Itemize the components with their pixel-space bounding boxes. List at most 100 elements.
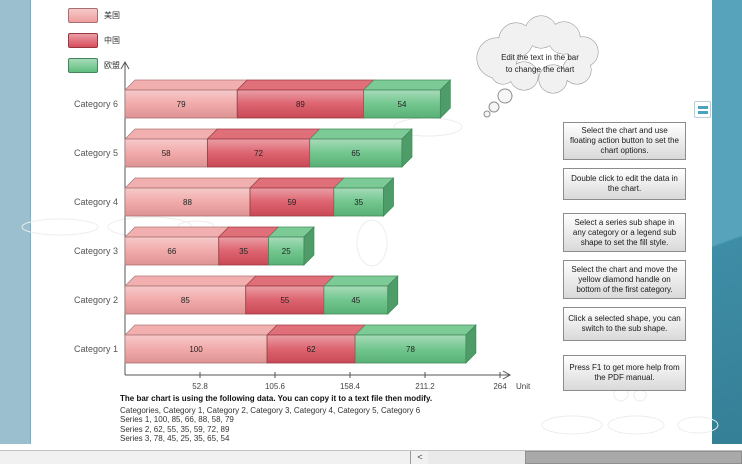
chart-data-note-title: The bar chart is using the following dat… (120, 394, 433, 403)
bar-value-label[interactable]: 100 (189, 345, 203, 354)
axis-tick-label: 264 (493, 382, 507, 391)
background-shape (607, 415, 665, 435)
category-label: Category 6 (74, 99, 118, 109)
axis-tick-label: 211.2 (415, 382, 435, 391)
bar-side-face (303, 226, 315, 266)
bar-segment[interactable] (124, 89, 238, 119)
legend-item-china[interactable]: 中国 (68, 33, 120, 48)
legend-item-eu[interactable]: 欧盟 (68, 58, 120, 73)
legend-swatch-china[interactable] (68, 33, 98, 48)
bar-value-label[interactable]: 54 (398, 100, 407, 109)
instruction-text: Select a series sub shape in any categor… (572, 217, 677, 247)
bar-value-label[interactable]: 25 (282, 247, 291, 256)
instruction-box[interactable]: Press F1 to get more help from the PDF m… (563, 355, 686, 391)
bar-segment-top-face[interactable] (124, 324, 278, 336)
bar-segment-top-face[interactable] (124, 177, 261, 189)
bar-segment[interactable] (268, 236, 305, 266)
bar-segment[interactable] (323, 285, 389, 315)
bar-segment-top-face[interactable] (323, 275, 399, 287)
bar-segment[interactable] (124, 236, 220, 266)
chart-data-note: The bar chart is using the following dat… (120, 394, 560, 444)
bar-segment-top-face[interactable] (124, 226, 230, 238)
legend-swatch-eu[interactable] (68, 58, 98, 73)
category-label: Category 1 (74, 344, 118, 354)
instruction-text: Click a selected shape, you can switch t… (568, 314, 681, 333)
bar-segment-top-face[interactable] (266, 324, 366, 336)
bar-value-label[interactable]: 88 (183, 198, 192, 207)
thought-bubble[interactable]: Edit the text in the bar to change the c… (455, 5, 615, 130)
bar-value-label[interactable]: 59 (287, 198, 296, 207)
bar-segment-top-face[interactable] (124, 128, 219, 140)
bar-segment[interactable] (218, 236, 269, 266)
desktop-background-strip (712, 0, 742, 444)
instruction-box[interactable]: Select the chart and use floating action… (563, 122, 686, 160)
instruction-box[interactable]: Click a selected shape, you can switch t… (563, 307, 686, 341)
bar-segment[interactable] (333, 187, 384, 217)
bar-segment[interactable] (245, 285, 325, 315)
bar-side-face (439, 79, 451, 119)
bar-segment[interactable] (124, 334, 268, 364)
bar-segment[interactable] (363, 89, 441, 119)
x-axis-arrow (502, 370, 512, 380)
category-label: Category 5 (74, 148, 118, 158)
bar-segment[interactable] (354, 334, 467, 364)
bar-segment-top-face[interactable] (354, 324, 477, 336)
bar-segment-top-face[interactable] (236, 79, 375, 91)
thought-bubble-text: to change the chart (506, 65, 575, 74)
thought-bubble-text: Edit the text in the bar (501, 53, 579, 62)
bar-value-label[interactable]: 66 (167, 247, 176, 256)
bar-value-label[interactable]: 62 (307, 345, 316, 354)
scroll-left-button[interactable]: < (417, 452, 423, 462)
bar-segment-top-face[interactable] (249, 177, 345, 189)
bar-value-label[interactable]: 78 (406, 345, 415, 354)
bar-side-face (401, 128, 413, 168)
instruction-box[interactable]: Select a series sub shape in any categor… (563, 213, 686, 252)
bar-segment[interactable] (266, 334, 356, 364)
bar-value-label[interactable]: 65 (351, 149, 360, 158)
instruction-text: Double click to edit the data in the cha… (571, 174, 678, 193)
bar-value-label[interactable]: 58 (162, 149, 171, 158)
chart-options-icon (697, 105, 708, 109)
bar-segment[interactable] (124, 138, 208, 168)
background-shape (356, 219, 388, 267)
axis-unit-label: Unit (516, 382, 531, 391)
bar-value-label[interactable]: 35 (354, 198, 363, 207)
instruction-box[interactable]: Select the chart and move the yellow dia… (563, 260, 686, 299)
instruction-box[interactable]: Double click to edit the data in the cha… (563, 168, 686, 200)
legend-swatch-usa[interactable] (68, 8, 98, 23)
bar-segment-top-face[interactable] (362, 79, 452, 91)
bar-segment[interactable] (124, 285, 247, 315)
bar-value-label[interactable]: 89 (296, 100, 305, 109)
floating-action-button[interactable] (694, 101, 711, 118)
bar-value-label[interactable]: 55 (280, 296, 289, 305)
legend-label: 中国 (104, 36, 120, 45)
bar-value-label[interactable]: 79 (177, 100, 186, 109)
category-label: Category 4 (74, 197, 118, 207)
thought-bubble-trail (483, 110, 491, 118)
chart-data-note-line: Series 3, 78, 45, 25, 35, 65, 54 (120, 434, 230, 443)
legend-item-usa[interactable]: 美国 (68, 8, 120, 23)
bar-value-label[interactable]: 35 (239, 247, 248, 256)
bar-segment-top-face[interactable] (206, 128, 321, 140)
bar-segment-top-face[interactable] (244, 275, 335, 287)
bar-side-face (383, 177, 394, 217)
instruction-text: Select the chart and move the yellow dia… (571, 264, 678, 294)
scrollbar-track[interactable] (428, 451, 525, 464)
y-axis-arrow (120, 60, 130, 70)
bar-segment-top-face[interactable] (124, 79, 249, 91)
thought-bubble-trail (488, 101, 500, 113)
bar-segment-top-face[interactable] (124, 275, 257, 287)
axis-tick-label: 158.4 (340, 382, 361, 391)
bar-segment-top-face[interactable] (308, 128, 413, 140)
bar-value-label[interactable]: 85 (181, 296, 190, 305)
scrollbar-thumb[interactable] (525, 451, 742, 464)
bar-segment[interactable] (309, 138, 403, 168)
bar-value-label[interactable]: 45 (351, 296, 360, 305)
instruction-text: Select the chart and use floating action… (570, 126, 679, 155)
bar-segment[interactable] (206, 138, 311, 168)
axis-tick-label: 105.6 (265, 382, 286, 391)
thought-bubble-trail (497, 88, 513, 104)
bar-value-label[interactable]: 72 (254, 149, 263, 158)
